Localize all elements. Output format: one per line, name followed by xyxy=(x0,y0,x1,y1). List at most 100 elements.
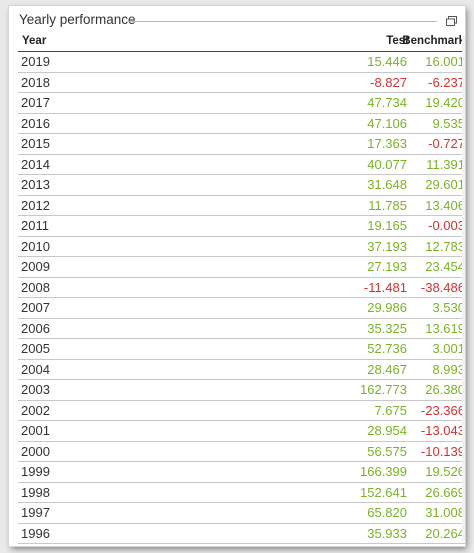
table-row[interactable]: 2006 35.325 13.619 xyxy=(18,319,465,339)
table-row[interactable]: 2012 11.785 13.406 xyxy=(18,196,465,216)
cell-benchmark: 9.535 xyxy=(432,115,465,131)
title-divider xyxy=(128,21,437,22)
cell-benchmark: 16.001 xyxy=(425,54,465,69)
table-row[interactable]: 2019 15.446 16.001 xyxy=(18,52,465,73)
table-body: 2019 15.446 16.001 2018 -8.827 -6.237 2017 47.7… xyxy=(18,52,465,546)
table-row[interactable]: 2002 7.675 -23.366 xyxy=(18,401,465,421)
cell-year: 1999 xyxy=(21,464,50,479)
table-row[interactable]: 1996 35.933 20.264 xyxy=(18,524,465,544)
cell-benchmark: -38.486 xyxy=(420,279,465,295)
cell-test: 29.986 xyxy=(367,300,407,315)
cell-test: 15.446 xyxy=(367,54,407,69)
table-row[interactable]: 2018 -8.827 -6.237 xyxy=(18,73,465,93)
cell-test: 40.077 xyxy=(367,156,407,172)
cell-year: 2019 xyxy=(21,54,50,69)
cell-benchmark: 26.380 xyxy=(425,382,465,397)
table-row[interactable]: 2008 -11.481 -38.486 xyxy=(18,278,465,298)
cell-test: -11.481 xyxy=(363,279,407,295)
cell-year: 1998 xyxy=(21,484,50,500)
cell-year: 2012 xyxy=(21,197,50,213)
cell-benchmark: -23.366 xyxy=(420,402,465,418)
cell-year: 2016 xyxy=(21,115,50,131)
cell-year: 2002 xyxy=(21,402,50,418)
cell-year: 2014 xyxy=(21,156,50,172)
vertical-scrollbar[interactable] xyxy=(462,36,465,541)
cell-benchmark: 8.993 xyxy=(432,361,465,377)
cell-test: 166.399 xyxy=(360,464,407,479)
table-row[interactable]: 2010 37.193 12.783 xyxy=(18,237,465,257)
cell-benchmark: 3.530 xyxy=(432,300,465,315)
table-row[interactable]: 2005 52.736 3.001 xyxy=(18,339,465,360)
table-row[interactable]: 199542.65134.152 xyxy=(18,544,465,546)
panel-title: Yearly performance xyxy=(19,12,136,27)
table-row[interactable]: 1998 152.641 26.669 xyxy=(18,483,465,503)
cell-year: 2003 xyxy=(21,382,50,397)
table-row[interactable]: 2013 31.648 29.601 xyxy=(18,175,465,196)
cell-year: 2015 xyxy=(21,136,50,151)
cell-test: 47.734 xyxy=(367,95,407,110)
cell-test: 47.106 xyxy=(367,115,407,131)
cell-year: 2006 xyxy=(21,320,50,336)
cell-benchmark: 11.391 xyxy=(426,156,465,172)
cell-year: 2013 xyxy=(21,177,50,192)
cell-benchmark: 19.526 xyxy=(425,464,465,479)
cell-year: 2005 xyxy=(21,341,50,356)
column-header-test[interactable]: Test xyxy=(386,35,409,47)
cell-test: 65.820 xyxy=(367,505,407,520)
cell-test: 162.773 xyxy=(360,382,407,397)
table-row[interactable]: 2007 29.986 3.530 xyxy=(18,298,465,319)
cell-benchmark: 12.783 xyxy=(425,238,465,254)
cell-benchmark: 20.264 xyxy=(425,525,465,541)
cell-test: 35.933 xyxy=(367,525,407,541)
cell-test: 7.675 xyxy=(374,402,407,418)
table-header-row: Year Test Benchmark xyxy=(18,32,465,52)
cell-year: 2010 xyxy=(21,238,50,254)
table-row[interactable]: 2009 27.193 23.454 xyxy=(18,257,465,278)
table-row[interactable]: 1999 166.399 19.526 xyxy=(18,462,465,483)
table-row[interactable]: 2016 47.106 9.535 xyxy=(18,114,465,134)
table-row[interactable]: 2001 28.954 -13.043 xyxy=(18,421,465,442)
cell-benchmark: -13.043 xyxy=(420,423,465,438)
table-row[interactable]: 2015 17.363 -0.727 xyxy=(18,134,465,155)
panel-header: Yearly performance xyxy=(9,11,465,31)
column-header-benchmark[interactable]: Benchmark xyxy=(402,35,465,47)
cell-test: 28.954 xyxy=(367,423,407,438)
cell-test: 52.736 xyxy=(367,341,407,356)
cell-benchmark: 23.454 xyxy=(425,259,465,274)
cell-benchmark: -10.139 xyxy=(420,443,465,459)
table-row[interactable]: 2000 56.575 -10.139 xyxy=(18,442,465,462)
cell-year: 2018 xyxy=(21,74,50,90)
cell-test: 28.467 xyxy=(367,361,407,377)
cell-year: 2007 xyxy=(21,300,50,315)
restore-window-icon[interactable] xyxy=(446,16,457,26)
column-header-year[interactable]: Year xyxy=(22,35,47,47)
cell-year: 2000 xyxy=(21,443,50,459)
cell-benchmark: 3.001 xyxy=(432,341,465,356)
table-row[interactable]: 1997 65.820 31.008 xyxy=(18,503,465,524)
cell-test: 35.325 xyxy=(367,320,407,336)
table-row[interactable]: 2011 19.165 -0.003 xyxy=(18,216,465,237)
cell-test: 152.641 xyxy=(360,484,407,500)
yearly-performance-panel: Yearly performance Year Test Benchmark 2… xyxy=(9,6,465,546)
cell-benchmark: 29.601 xyxy=(425,177,465,192)
cell-test: -8.827 xyxy=(370,74,407,90)
cell-benchmark: 26.669 xyxy=(425,484,465,500)
table-row[interactable]: 2017 47.734 19.420 xyxy=(18,93,465,114)
table-row[interactable]: 2003 162.773 26.380 xyxy=(18,380,465,401)
cell-benchmark: 31.008 xyxy=(425,505,465,520)
table-row[interactable]: 2014 40.077 11.391 xyxy=(18,155,465,175)
cell-year: 2001 xyxy=(21,423,50,438)
cell-year: 2017 xyxy=(21,95,50,110)
cell-year: 1996 xyxy=(21,525,50,541)
cell-benchmark: -0.003 xyxy=(428,218,465,233)
cell-test: 11.785 xyxy=(368,197,407,213)
cell-benchmark: 13.406 xyxy=(425,197,465,213)
cell-benchmark: 19.420 xyxy=(425,95,465,110)
cell-test: 56.575 xyxy=(367,443,407,459)
cell-test: 31.648 xyxy=(367,177,407,192)
cell-year: 2011 xyxy=(21,218,49,233)
table-row[interactable]: 2004 28.467 8.993 xyxy=(18,360,465,380)
cell-test: 19.165 xyxy=(367,218,407,233)
cell-test: 37.193 xyxy=(367,238,407,254)
cell-test: 17.363 xyxy=(367,136,407,151)
